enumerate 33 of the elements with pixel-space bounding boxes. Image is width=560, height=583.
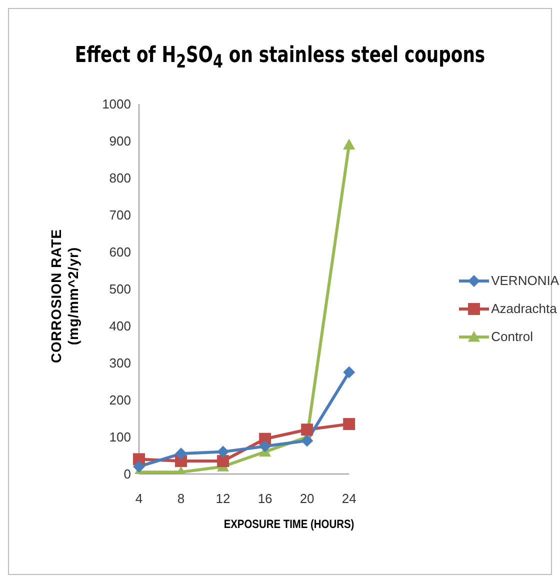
point <box>175 448 188 460</box>
x-tick-label: 4 <box>135 491 143 506</box>
point <box>259 440 272 452</box>
point <box>343 138 356 150</box>
y-tick-label: 500 <box>109 282 131 297</box>
legend-label: Azadrachta <box>491 300 557 318</box>
point <box>217 446 230 458</box>
y-tick-label: 700 <box>109 208 131 223</box>
y-tick-label: 900 <box>109 134 131 149</box>
point <box>133 460 145 473</box>
y-axis-title: CORROSION RATE (mg/mm^2/yr) <box>48 228 82 366</box>
x-tick-label: 12 <box>216 491 230 506</box>
point <box>301 424 314 436</box>
y-tick-label: 800 <box>109 170 131 186</box>
legend-label: VERNONIA <box>491 272 559 290</box>
y-tick-label: 300 <box>109 356 131 371</box>
y-tick-label: 0 <box>124 466 131 482</box>
x-tick-label: 8 <box>177 491 185 506</box>
point <box>343 366 356 378</box>
point <box>217 455 230 468</box>
y-tick-label: 1000 <box>102 96 131 112</box>
x-axis-title: EXPOSURE TIME (HOURS) <box>222 517 356 531</box>
y-tick-label: 100 <box>109 430 131 445</box>
x-tick-label: 20 <box>300 491 314 506</box>
chart-title: Effect of H$_{2}$SO$_{4}$ on stainless steel coupons <box>74 43 486 72</box>
point <box>343 418 356 430</box>
y-tick-label: 400 <box>109 318 131 334</box>
y-tick-label: 200 <box>109 392 131 408</box>
x-tick-label: 24 <box>342 491 356 506</box>
legend-label: Control <box>491 328 534 346</box>
y-tick-label: 600 <box>109 244 131 260</box>
x-tick-label: 16 <box>258 491 272 506</box>
point <box>301 434 314 447</box>
